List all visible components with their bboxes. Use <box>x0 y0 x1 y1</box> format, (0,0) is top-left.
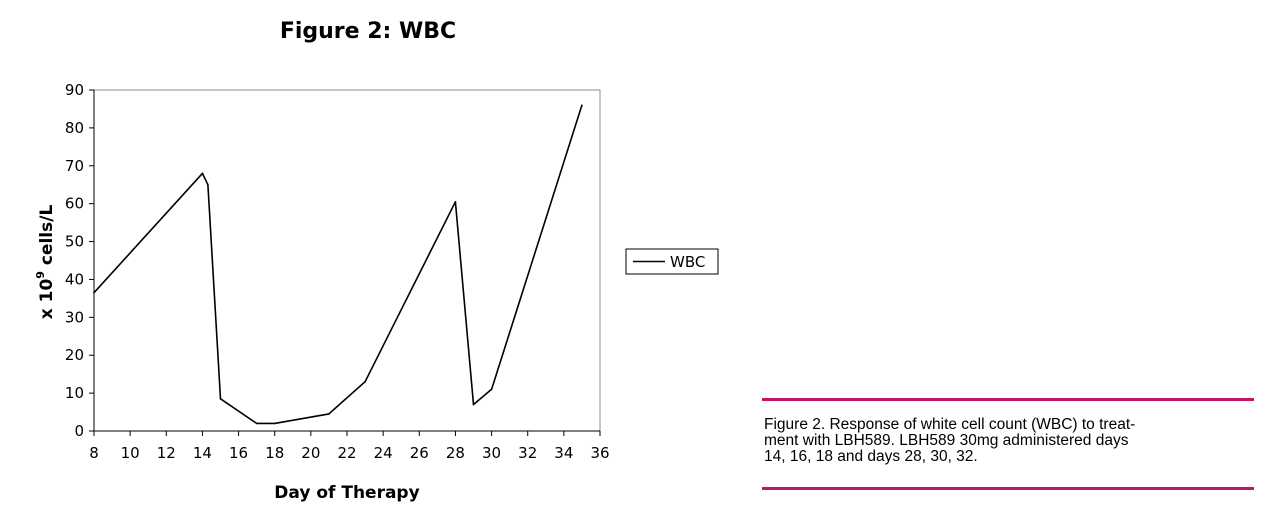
y-tick-label: 50 <box>65 233 84 251</box>
y-tick-label: 90 <box>65 81 84 99</box>
caption-line-2: ment with LBH589. LBH589 30mg administer… <box>764 432 1129 449</box>
y-axis-title-superscript: 9 <box>34 271 47 279</box>
x-tick-label: 18 <box>265 444 284 462</box>
x-tick-label: 36 <box>590 444 609 462</box>
plot-area <box>93 89 601 432</box>
y-tick-label: 30 <box>65 308 84 326</box>
x-axis-title: Day of Therapy <box>274 483 419 503</box>
data-point <box>273 422 276 425</box>
y-tick-label: 10 <box>65 384 84 402</box>
x-tick-label: 20 <box>301 444 320 462</box>
data-point <box>328 413 330 415</box>
legend-label: WBC <box>670 253 705 271</box>
y-axis-title-prefix: x 10 <box>37 279 57 320</box>
data-point <box>207 183 209 186</box>
x-axis-ticks: 8 10 12 14 16 18 20 22 24 26 28 30 32 34 36 <box>89 431 610 462</box>
y-tick-label: 60 <box>65 195 84 213</box>
caption-text: Figure 2. Response of white cell count (… <box>764 417 1254 465</box>
x-tick-label: 22 <box>337 444 356 462</box>
data-point <box>201 172 204 175</box>
y-tick-label: 40 <box>65 270 84 288</box>
x-tick-label: 28 <box>446 444 465 462</box>
data-point <box>219 397 222 400</box>
x-tick-label: 32 <box>518 444 537 462</box>
x-tick-label: 14 <box>193 444 212 462</box>
x-tick-label: 8 <box>89 444 99 462</box>
data-point <box>255 422 258 425</box>
x-tick-label: 30 <box>482 444 501 462</box>
chart-title: Figure 2: WBC <box>280 19 456 44</box>
y-axis-title: x 109 cells/L <box>34 205 57 320</box>
y-tick-label: 20 <box>65 346 84 364</box>
data-point <box>490 388 493 391</box>
x-tick-label: 26 <box>410 444 429 462</box>
x-tick-label: 10 <box>121 444 140 462</box>
data-point <box>472 403 475 406</box>
x-tick-label: 24 <box>374 444 393 462</box>
x-tick-label: 16 <box>229 444 248 462</box>
data-point <box>364 380 366 383</box>
y-axis-title-suffix: cells/L <box>37 205 57 272</box>
y-tick-label: 0 <box>74 422 84 440</box>
data-point <box>454 200 457 203</box>
x-tick-label: 12 <box>157 444 176 462</box>
data-point <box>93 291 95 294</box>
data-point <box>581 104 583 106</box>
series-line-wbc <box>93 104 583 425</box>
y-tick-label: 80 <box>65 119 84 137</box>
y-axis-ticks: 0 10 20 30 40 50 60 70 80 90 <box>65 81 94 440</box>
legend: WBC <box>625 248 719 275</box>
x-tick-label: 34 <box>554 444 573 462</box>
caption-line-3: 14, 16, 18 and days 28, 30, 32. <box>764 448 978 465</box>
caption-line-1: Figure 2. Response of white cell count (… <box>764 416 1136 433</box>
y-tick-label: 70 <box>65 157 84 175</box>
series-group <box>93 104 583 425</box>
figure-caption: Figure 2. Response of white cell count (… <box>762 398 1254 490</box>
